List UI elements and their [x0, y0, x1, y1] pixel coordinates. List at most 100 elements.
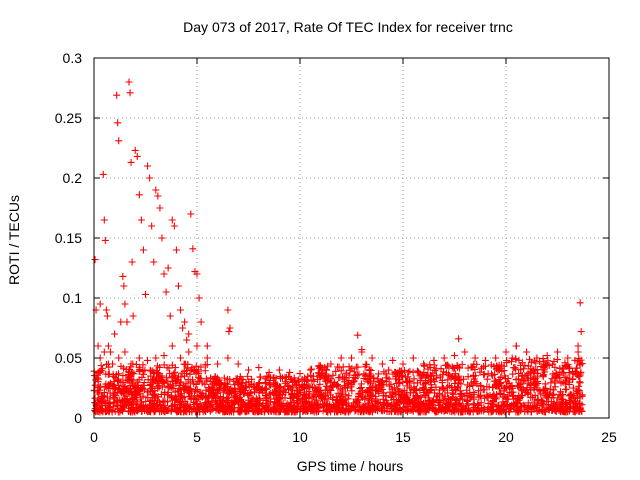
- background-point: [471, 365, 479, 373]
- background-point: [295, 386, 303, 394]
- background-point: [554, 371, 562, 379]
- background-point: [436, 401, 444, 409]
- background-point: [294, 377, 302, 385]
- background-point: [494, 366, 502, 374]
- background-point: [131, 382, 139, 390]
- background-point: [145, 388, 153, 396]
- background-point: [565, 378, 573, 386]
- background-point: [447, 374, 455, 382]
- background-point: [167, 406, 175, 414]
- background-point: [515, 383, 523, 391]
- data-point: [455, 335, 463, 343]
- background-point: [415, 406, 423, 414]
- background-point: [312, 396, 320, 404]
- background-point: [238, 384, 246, 392]
- background-point: [572, 364, 580, 372]
- data-point: [234, 360, 242, 368]
- data-point: [114, 119, 122, 127]
- background-point: [438, 391, 446, 399]
- background-point: [409, 368, 417, 376]
- background-point: [574, 386, 582, 394]
- background-point: [222, 408, 230, 416]
- data-point: [154, 192, 162, 200]
- background-point: [341, 383, 349, 391]
- data-point: [203, 342, 211, 350]
- background-point: [269, 403, 277, 411]
- data-point: [492, 354, 500, 362]
- background-point: [376, 398, 384, 406]
- background-point: [290, 374, 298, 382]
- background-point: [399, 378, 407, 386]
- background-point: [495, 361, 503, 369]
- background-point: [153, 401, 161, 409]
- background-point: [364, 376, 372, 384]
- background-point: [537, 390, 545, 398]
- background-point: [244, 401, 252, 409]
- data-point: [481, 356, 489, 364]
- data-point: [574, 348, 582, 356]
- data-point: [564, 354, 572, 362]
- background-point: [449, 364, 457, 372]
- background-point: [414, 368, 422, 376]
- background-point: [289, 386, 297, 394]
- background-point: [132, 404, 140, 412]
- background-point: [167, 392, 175, 400]
- background-point: [489, 383, 497, 391]
- background-point: [546, 385, 554, 393]
- background-point: [571, 399, 579, 407]
- background-point: [311, 393, 319, 401]
- background-point: [195, 370, 203, 378]
- background-point: [464, 373, 472, 381]
- background-point: [401, 393, 409, 401]
- background-point: [308, 383, 316, 391]
- data-point: [135, 354, 143, 362]
- background-point: [424, 405, 432, 413]
- data-point: [160, 270, 168, 278]
- y-tick-label: 0.3: [63, 50, 83, 66]
- data-point: [144, 162, 152, 170]
- background-point: [332, 367, 340, 375]
- background-point: [305, 395, 313, 403]
- background-point: [434, 408, 442, 416]
- background-point: [173, 396, 181, 404]
- background-point: [542, 384, 550, 392]
- background-point: [340, 378, 348, 386]
- data-point: [91, 256, 99, 264]
- background-point: [140, 379, 148, 387]
- background-point: [345, 392, 353, 400]
- background-point: [233, 396, 241, 404]
- background-point: [562, 377, 570, 385]
- background-point: [193, 386, 201, 394]
- background-point: [387, 393, 395, 401]
- background-point: [430, 389, 438, 397]
- background-point: [168, 374, 176, 382]
- background-point: [559, 403, 567, 411]
- background-point: [572, 400, 580, 408]
- background-point: [550, 386, 558, 394]
- background-point: [101, 408, 109, 416]
- data-point: [119, 272, 127, 280]
- background-point: [253, 401, 261, 409]
- background-point: [344, 395, 352, 403]
- background-point: [301, 406, 309, 414]
- background-point: [344, 379, 352, 387]
- background-point: [317, 370, 325, 378]
- background-point: [302, 398, 310, 406]
- background-point: [421, 392, 429, 400]
- background-point: [154, 393, 162, 401]
- background-point: [525, 404, 533, 412]
- background-point: [146, 387, 154, 395]
- data-point: [554, 348, 561, 356]
- background-point: [402, 377, 410, 385]
- data-point: [255, 364, 263, 372]
- background-point: [188, 405, 196, 413]
- background-point: [444, 376, 452, 384]
- data-point: [123, 318, 131, 326]
- background-point: [136, 366, 144, 374]
- background-point: [128, 408, 136, 416]
- x-tick-label: 5: [193, 429, 201, 445]
- background-point: [236, 406, 244, 414]
- background-point: [520, 401, 528, 409]
- background-point: [527, 380, 535, 388]
- background-point: [524, 408, 532, 416]
